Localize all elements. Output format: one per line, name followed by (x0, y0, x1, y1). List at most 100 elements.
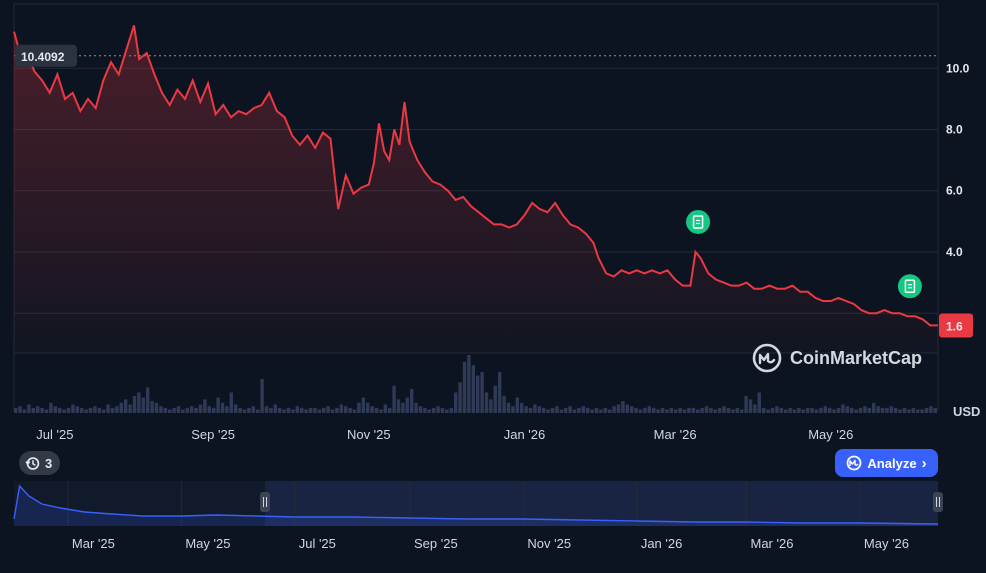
volume-bar (775, 406, 779, 413)
volume-bar (828, 407, 832, 413)
volume-bar (854, 409, 858, 413)
volume-bar (537, 406, 541, 413)
volume-bar (594, 407, 599, 413)
volume-bar (784, 409, 788, 413)
volume-bar (234, 404, 238, 413)
volume-bar (682, 409, 687, 413)
coinmarketcap-logo: CoinMarketCap (752, 343, 922, 373)
volume-bar (885, 407, 889, 413)
volume-bar (388, 407, 392, 413)
volume-bar (845, 406, 849, 413)
volume-bar (361, 397, 365, 413)
volume-bar (898, 409, 902, 413)
x-tick-label: Jan '26 (504, 427, 546, 442)
volume-bar (137, 392, 141, 413)
volume-bar (14, 407, 18, 413)
volume-bar (924, 407, 929, 413)
navigator-tick-label: Mar '25 (72, 536, 115, 551)
volume-bar (317, 409, 321, 413)
history-badge[interactable]: 3 (19, 451, 61, 475)
volume-bar (647, 406, 651, 413)
volume-bar (599, 409, 603, 413)
volume-bar (427, 409, 431, 413)
volume-bar (502, 395, 506, 413)
navigator-tick-label: Jul '25 (299, 536, 336, 551)
volume-bar (889, 406, 893, 413)
analyze-label: Analyze (867, 455, 917, 471)
volume-bar (93, 406, 97, 413)
current-price-badge: 1.6 (939, 313, 973, 338)
volume-bar (440, 407, 445, 413)
y-tick-label: 6.0 (946, 184, 963, 198)
navigator-tick-label: Nov '25 (527, 536, 571, 551)
navigator-selection[interactable] (264, 481, 938, 526)
volume-bar (322, 407, 326, 413)
volume-bar (876, 406, 880, 413)
volume-bar (467, 355, 471, 413)
navigator-handle-right[interactable] (933, 492, 943, 512)
volume-bar (916, 409, 920, 413)
volume-bar (555, 406, 559, 413)
volume-bar (726, 407, 731, 413)
volume-bar (308, 407, 313, 413)
volume-bar (242, 409, 247, 413)
volume-bar (810, 407, 814, 413)
volume-bar (150, 401, 154, 413)
high-price-badge: 10.4092 (15, 44, 77, 67)
x-tick-label: Sep '25 (191, 427, 235, 442)
volume-bar (22, 409, 27, 413)
volume-bar (458, 382, 462, 413)
volume-bar (436, 406, 440, 413)
volume-bar (229, 392, 233, 413)
volume-bar (872, 402, 876, 413)
volume-bar (867, 407, 871, 413)
y-tick-label: 4.0 (946, 245, 963, 259)
volume-bar (401, 402, 405, 413)
volume-bar (528, 407, 533, 413)
analyze-icon (847, 455, 862, 471)
volume-bar (546, 409, 550, 413)
volume-bar (520, 402, 524, 413)
volume-bar (515, 397, 519, 413)
volume-bar (291, 409, 295, 413)
volume-bar (819, 407, 823, 413)
volume-bar (762, 407, 766, 413)
volume-bar (621, 401, 625, 413)
volume-bar (260, 378, 264, 413)
volume-bar (489, 399, 493, 413)
volume-bar (220, 402, 225, 413)
news-marker[interactable] (686, 209, 711, 234)
volume-bar (286, 407, 291, 413)
volume-bar (858, 407, 863, 413)
news-marker[interactable] (897, 274, 922, 299)
volume-bar (396, 399, 401, 413)
volume-bar (449, 407, 453, 413)
volume-bar (832, 409, 836, 413)
volume-bar (687, 407, 691, 413)
volume-bar (194, 407, 198, 413)
volume-bar (75, 406, 79, 413)
volume-bar (335, 407, 339, 413)
navigator-tick-label: Sep '25 (414, 536, 458, 551)
volume-bar (559, 409, 563, 413)
volume-bar (656, 409, 660, 413)
analyze-button[interactable]: Analyze › (835, 449, 938, 477)
navigator-tick-label: May '25 (185, 536, 230, 551)
volume-bar (216, 397, 220, 413)
volume-bar (370, 406, 374, 413)
volume-bar (304, 409, 308, 413)
volume-bar (172, 407, 176, 413)
volume-bar (577, 407, 581, 413)
volume-bar (392, 385, 396, 413)
volume-bar (700, 407, 704, 413)
volume-bar (269, 407, 273, 413)
volume-bar (357, 402, 361, 413)
volume-bar (203, 399, 207, 413)
volume-bar (564, 407, 568, 413)
volume-bar (506, 402, 511, 413)
volume-bar (696, 409, 700, 413)
navigator-handle-left[interactable] (259, 492, 270, 512)
volume-bar (366, 402, 370, 413)
volume-bar (920, 409, 924, 413)
